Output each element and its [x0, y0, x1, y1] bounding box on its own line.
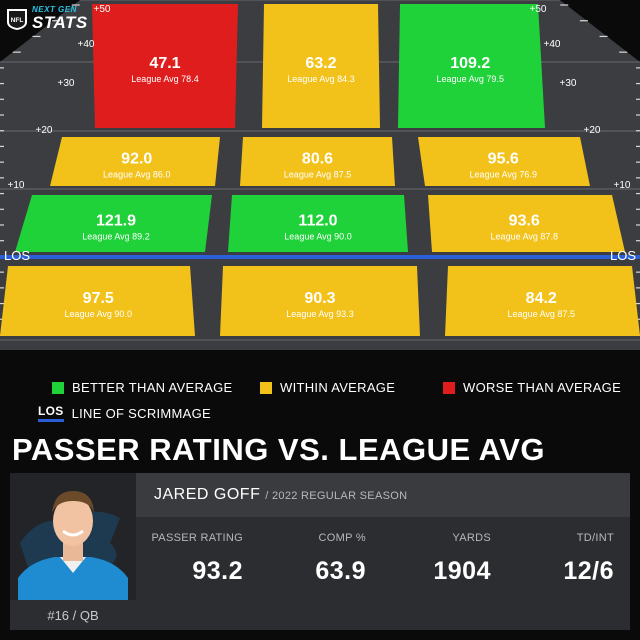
- zone-league-avg: League Avg 87.5: [508, 309, 575, 319]
- zone-rating: 84.2: [526, 290, 557, 307]
- yard-marker-left: +10: [8, 180, 25, 191]
- worse-swatch: [443, 381, 455, 394]
- nfl-shield-icon: NFL: [7, 8, 27, 30]
- zone-rating: 93.6: [509, 213, 540, 230]
- zone-2: 63.2 League Avg 84.3: [262, 4, 380, 128]
- zone-fill: [228, 195, 408, 252]
- zone-league-avg: League Avg 84.3: [287, 74, 354, 84]
- zone-8: 112.0 League Avg 90.0: [228, 195, 408, 252]
- zone-fill: [92, 4, 238, 128]
- yard-marker-right: +30: [560, 78, 577, 89]
- zone-rating: 121.9: [96, 213, 136, 230]
- svg-text:NFL: NFL: [11, 17, 24, 24]
- zone-rating: 109.2: [450, 55, 490, 72]
- jersey-label: #16 / QB: [10, 600, 136, 630]
- zone-10: 97.5 League Avg 90.0: [0, 266, 195, 336]
- zone-fill: [262, 4, 380, 128]
- zone-fill: [445, 266, 640, 336]
- legend-better: BETTER THAN AVERAGE: [52, 380, 233, 395]
- zone-fill: [428, 195, 625, 252]
- zone-5: 80.6 League Avg 87.5: [240, 137, 395, 186]
- stat-label-yards: YARDS: [452, 532, 491, 544]
- stat-label-passer-rating: PASSER RATING: [151, 532, 243, 544]
- yard-marker-left: +20: [36, 125, 53, 136]
- brand-top-text: NEXT GEN: [32, 5, 77, 14]
- stat-label-comp-pct: COMP %: [318, 532, 366, 544]
- zone-rating: 90.3: [304, 290, 335, 307]
- zone-league-avg: League Avg 87.8: [491, 232, 558, 242]
- page-title: PASSER RATING VS. LEAGUE AVG: [12, 432, 546, 467]
- within-swatch: [260, 381, 272, 394]
- zone-league-avg: League Avg 86.0: [103, 170, 170, 180]
- legend-within: WITHIN AVERAGE: [260, 380, 395, 395]
- zone-12: 84.2 League Avg 87.5: [445, 266, 640, 336]
- stat-value-yards: 1904: [433, 557, 491, 585]
- zone-7: 121.9 League Avg 89.2: [15, 195, 212, 252]
- next-gen-stats-logo: NFL NEXT GEN STATS: [6, 6, 88, 31]
- better-swatch: [52, 381, 64, 394]
- zone-rating: 92.0: [121, 151, 152, 168]
- player-card: #16 / QB JARED GOFF / 2022 REGULAR SEASO…: [10, 473, 630, 630]
- zone-1: 47.1 League Avg 78.4: [92, 4, 238, 128]
- zone-rating: 80.6: [302, 151, 333, 168]
- zone-fill: [15, 195, 212, 252]
- stat-value-td-int: 12/6: [563, 557, 614, 585]
- zone-4: 92.0 League Avg 86.0: [50, 137, 220, 186]
- season-label: / 2022 REGULAR SEASON: [265, 490, 408, 502]
- zone-league-avg: League Avg 79.5: [437, 74, 504, 84]
- legend-los: LOS LINE OF SCRIMMAGE: [38, 404, 212, 422]
- zone-11: 90.3 League Avg 93.3: [220, 266, 420, 336]
- legend-worse: WORSE THAN AVERAGE: [443, 380, 621, 395]
- zone-3: 109.2 League Avg 79.5: [398, 4, 545, 128]
- yard-marker-right: +10: [614, 180, 631, 191]
- player-headshot-icon: [10, 473, 136, 600]
- los-label-right: LOS: [610, 248, 636, 263]
- zone-fill: [0, 266, 195, 336]
- zone-9: 93.6 League Avg 87.8: [428, 195, 625, 252]
- zone-league-avg: League Avg 76.9: [470, 170, 537, 180]
- zone-league-avg: League Avg 89.2: [82, 232, 149, 242]
- player-photo: #16 / QB: [10, 473, 136, 630]
- zone-rating: 47.1: [149, 55, 180, 72]
- yard-marker-left: +50: [94, 4, 111, 15]
- zone-fill: [220, 266, 420, 336]
- zone-6: 95.6 League Avg 76.9: [418, 137, 590, 186]
- zone-rating: 97.5: [83, 290, 114, 307]
- passing-field-chart: 47.1 League Avg 78.4 63.2 League Avg 84.3 10…: [0, 0, 640, 350]
- zone-rating: 95.6: [488, 151, 519, 168]
- stat-value-comp-pct: 63.9: [315, 557, 366, 585]
- zone-rating: 63.2: [305, 55, 336, 72]
- yard-marker-right: +40: [544, 39, 561, 50]
- zone-league-avg: League Avg 93.3: [286, 309, 353, 319]
- zone-league-avg: League Avg 90.0: [284, 232, 351, 242]
- zone-fill: [418, 137, 590, 186]
- zone-league-avg: League Avg 90.0: [65, 309, 132, 319]
- zone-fill: [240, 137, 395, 186]
- player-header: JARED GOFF / 2022 REGULAR SEASON: [136, 473, 630, 517]
- zone-league-avg: League Avg 87.5: [284, 170, 351, 180]
- yard-marker-right: +20: [584, 125, 601, 136]
- zone-league-avg: League Avg 78.4: [131, 74, 198, 84]
- legend: BETTER THAN AVERAGE WITHIN AVERAGE WORSE…: [0, 372, 640, 424]
- zone-fill: [50, 137, 220, 186]
- zone-fill: [398, 4, 545, 128]
- yard-marker-left: +40: [78, 39, 95, 50]
- los-abbr: LOS: [38, 404, 64, 422]
- player-name: JARED GOFF: [154, 486, 261, 503]
- zone-rating: 112.0: [298, 213, 337, 230]
- stat-value-passer-rating: 93.2: [192, 557, 243, 585]
- los-label-left: LOS: [4, 248, 30, 263]
- yard-marker-left: +30: [58, 78, 75, 89]
- yard-marker-right: +50: [530, 4, 547, 15]
- stat-label-td-int: TD/INT: [576, 532, 614, 544]
- brand-bottom-text: STATS: [32, 13, 88, 32]
